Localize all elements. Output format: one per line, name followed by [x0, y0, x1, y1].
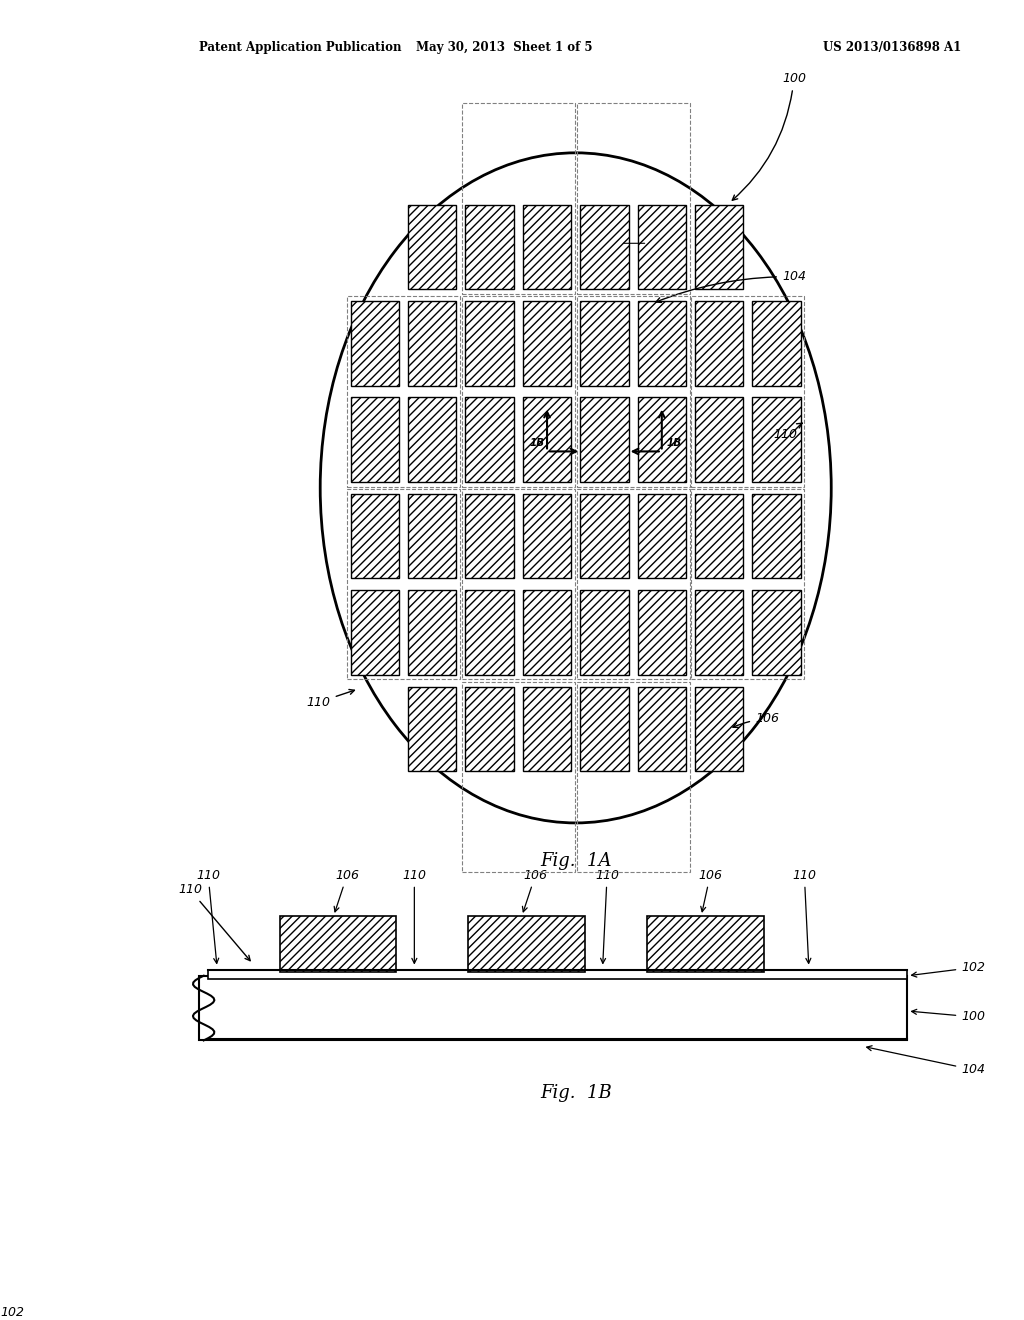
Bar — [581, 205, 629, 289]
Text: 110: 110 — [402, 869, 426, 964]
Bar — [753, 301, 801, 385]
Text: 110: 110 — [773, 422, 802, 441]
Bar — [695, 686, 743, 771]
Bar — [409, 301, 457, 385]
Text: 1B: 1B — [529, 438, 545, 447]
Bar — [466, 301, 514, 385]
Text: 100: 100 — [732, 73, 806, 201]
Bar — [638, 397, 686, 482]
Text: 102: 102 — [1, 1307, 25, 1319]
Text: Fig.  1A: Fig. 1A — [540, 851, 611, 870]
Bar — [523, 205, 571, 289]
Text: 110: 110 — [307, 689, 354, 709]
Bar — [753, 590, 801, 675]
Bar — [462, 103, 574, 294]
Bar — [523, 397, 571, 482]
Bar — [200, 975, 907, 1040]
Bar — [350, 590, 399, 675]
Bar — [468, 916, 585, 973]
Bar — [350, 397, 399, 482]
Bar — [466, 397, 514, 482]
Bar — [638, 301, 686, 385]
Text: 106: 106 — [522, 869, 548, 912]
Bar — [523, 494, 571, 578]
Text: 110: 110 — [793, 869, 816, 964]
Bar — [577, 103, 689, 294]
Text: Fig.  1B: Fig. 1B — [540, 1084, 611, 1102]
Bar — [638, 590, 686, 675]
Bar — [523, 301, 571, 385]
Bar — [409, 397, 457, 482]
Bar — [695, 590, 743, 675]
Bar — [523, 686, 571, 771]
Bar — [350, 301, 399, 385]
Bar — [462, 296, 574, 487]
Text: 102: 102 — [911, 961, 985, 977]
Bar — [581, 494, 629, 578]
Text: 106: 106 — [733, 713, 779, 727]
Bar — [581, 301, 629, 385]
Text: 110: 110 — [197, 869, 220, 964]
Bar — [280, 916, 396, 973]
Bar — [695, 494, 743, 578]
Bar — [691, 296, 804, 487]
Bar — [577, 488, 689, 680]
Bar — [638, 494, 686, 578]
Text: May 30, 2013  Sheet 1 of 5: May 30, 2013 Sheet 1 of 5 — [416, 41, 592, 54]
Bar — [208, 970, 907, 979]
Bar — [691, 488, 804, 680]
Text: 106: 106 — [334, 869, 359, 912]
Bar — [581, 590, 629, 675]
Bar — [409, 494, 457, 578]
Bar — [753, 397, 801, 482]
Bar — [647, 916, 764, 973]
Bar — [462, 488, 574, 680]
Bar — [577, 296, 689, 487]
Bar — [695, 397, 743, 482]
Bar — [350, 494, 399, 578]
Bar — [753, 494, 801, 578]
Bar — [638, 686, 686, 771]
Bar — [466, 205, 514, 289]
Bar — [695, 205, 743, 289]
Bar — [638, 205, 686, 289]
Bar — [462, 682, 574, 873]
Text: 100: 100 — [911, 1010, 985, 1023]
Bar — [347, 296, 460, 487]
Bar — [466, 494, 514, 578]
Bar — [409, 205, 457, 289]
Bar — [409, 686, 457, 771]
Text: 110: 110 — [595, 869, 620, 964]
Bar — [581, 397, 629, 482]
Text: 110: 110 — [178, 883, 250, 961]
Text: 104: 104 — [866, 1045, 985, 1076]
Text: 1B: 1B — [667, 438, 681, 447]
Text: US 2013/0136898 A1: US 2013/0136898 A1 — [823, 41, 962, 54]
Bar — [466, 686, 514, 771]
Bar — [581, 686, 629, 771]
Bar — [347, 488, 460, 680]
Bar — [409, 590, 457, 675]
Bar — [695, 301, 743, 385]
Bar — [466, 590, 514, 675]
Bar — [577, 682, 689, 873]
Bar — [523, 590, 571, 675]
Text: 106: 106 — [698, 869, 722, 912]
Text: Patent Application Publication: Patent Application Publication — [200, 41, 401, 54]
Text: 104: 104 — [656, 271, 806, 302]
